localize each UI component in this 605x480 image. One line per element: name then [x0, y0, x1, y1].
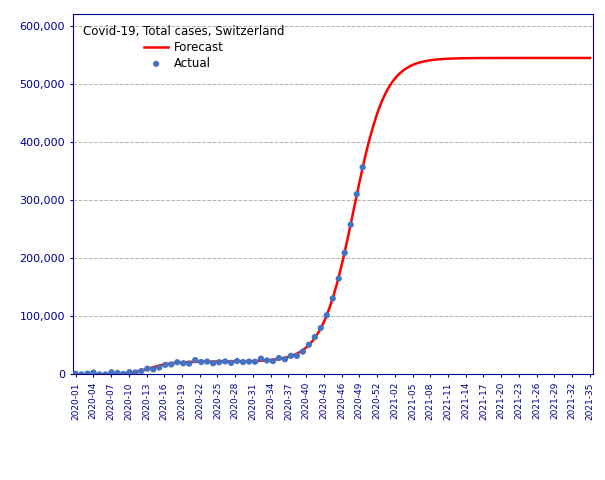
Actual: [154, 364, 164, 372]
Forecast: [586, 55, 594, 61]
Forecast: [72, 372, 79, 377]
Actual: [137, 367, 146, 375]
Forecast: [387, 82, 394, 88]
Actual: [322, 312, 332, 319]
Forecast: [378, 99, 385, 105]
Actual: [166, 360, 176, 368]
Actual: [100, 371, 110, 378]
Actual: [77, 371, 87, 378]
Forecast: [74, 372, 81, 377]
Actual: [106, 368, 116, 376]
Line: Forecast: Forecast: [76, 58, 590, 374]
Actual: [226, 359, 236, 367]
Actual: [298, 348, 308, 356]
Actual: [262, 357, 272, 364]
Actual: [340, 249, 350, 257]
Forecast: [505, 55, 512, 61]
Actual: [304, 341, 313, 348]
Actual: [202, 358, 212, 365]
Actual: [286, 352, 296, 360]
Legend: Forecast, Actual: Forecast, Actual: [79, 20, 289, 75]
Forecast: [376, 103, 384, 108]
Actual: [197, 358, 206, 366]
Actual: [83, 370, 93, 377]
Actual: [244, 358, 254, 365]
Actual: [274, 354, 284, 362]
Actual: [328, 295, 338, 302]
Actual: [214, 359, 224, 366]
Actual: [94, 371, 104, 378]
Actual: [113, 369, 122, 377]
Actual: [292, 352, 302, 360]
Actual: [334, 275, 344, 283]
Forecast: [538, 55, 545, 61]
Actual: [232, 357, 242, 365]
Actual: [148, 366, 158, 373]
Actual: [220, 358, 230, 365]
Actual: [310, 333, 319, 341]
Actual: [346, 221, 356, 228]
Actual: [172, 359, 182, 366]
Actual: [268, 357, 278, 365]
Actual: [358, 163, 367, 171]
Actual: [119, 370, 128, 378]
Actual: [256, 355, 266, 362]
Actual: [131, 369, 140, 376]
Actual: [191, 356, 200, 364]
Actual: [238, 358, 248, 366]
Actual: [316, 324, 325, 332]
Actual: [208, 360, 218, 367]
Actual: [160, 361, 170, 369]
Actual: [71, 370, 80, 378]
Actual: [89, 369, 99, 376]
Actual: [352, 191, 362, 198]
Actual: [250, 358, 260, 366]
Actual: [280, 355, 290, 363]
Actual: [178, 360, 188, 367]
Actual: [185, 360, 194, 368]
Actual: [143, 365, 152, 372]
Actual: [125, 368, 134, 376]
